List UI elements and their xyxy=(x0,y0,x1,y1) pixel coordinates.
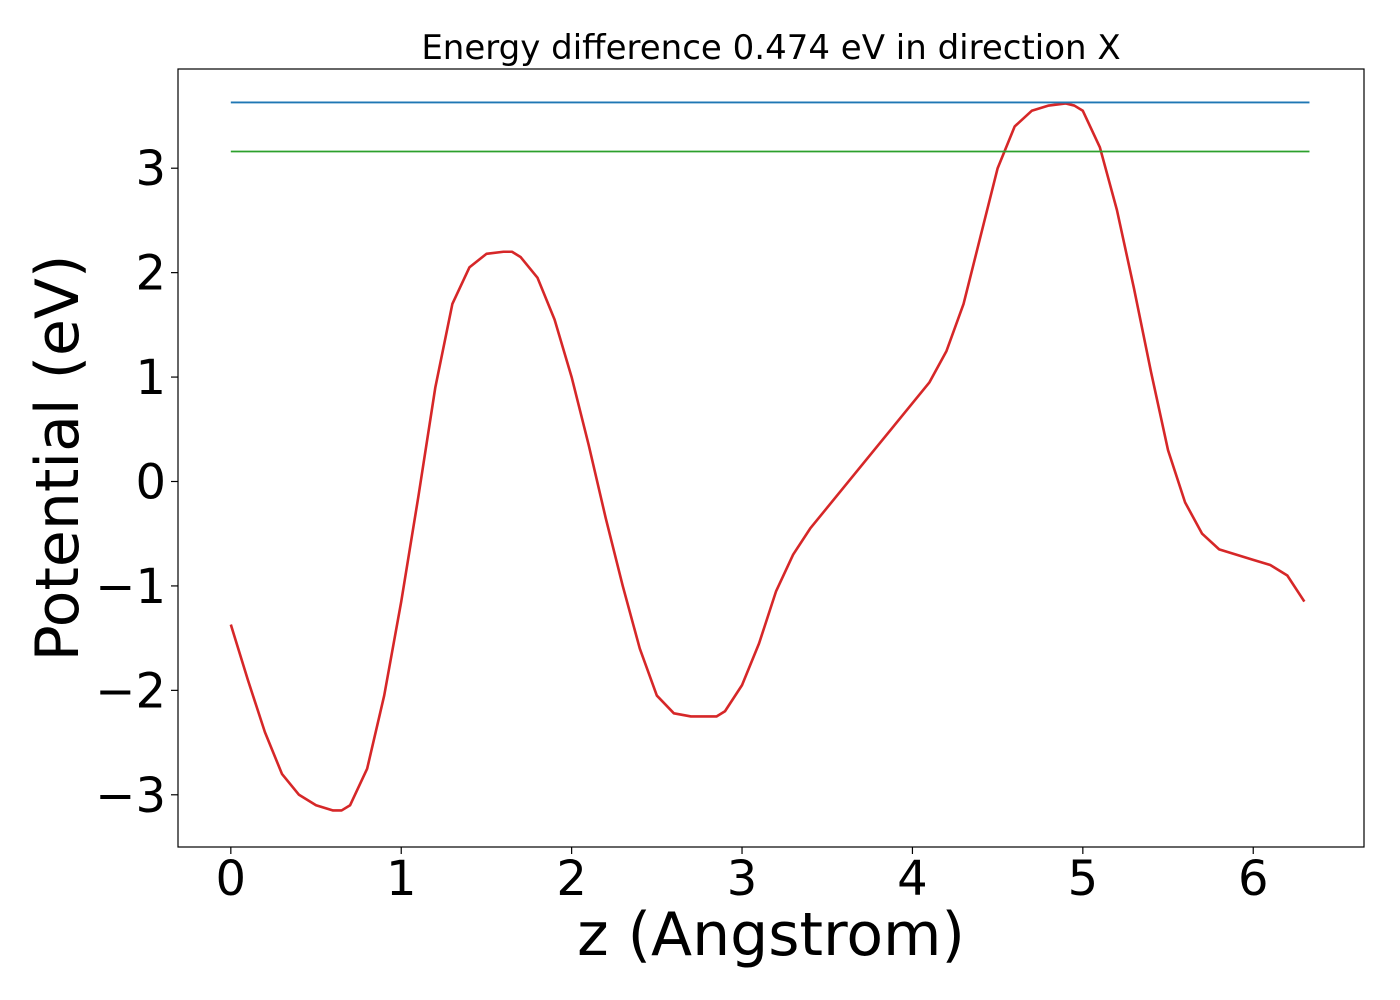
x-axis-label: z (Angstrom) xyxy=(577,900,965,970)
x-tick-label: 6 xyxy=(1238,851,1269,907)
series-layer xyxy=(229,101,1310,812)
chart-title: Energy difference 0.474 eV in direction … xyxy=(421,28,1120,68)
y-axis-label: Potential (eV) xyxy=(23,255,93,662)
x-axis-ticks: 0 1 2 3 4 5 6 xyxy=(216,847,1269,907)
y-tick-label: −2 xyxy=(95,663,166,719)
x-tick-label: 5 xyxy=(1068,851,1099,907)
y-tick-label: 1 xyxy=(135,350,166,406)
x-tick-label: 0 xyxy=(216,851,247,907)
x-tick-label: 3 xyxy=(727,851,758,907)
plot-area-frame xyxy=(177,68,1365,848)
y-tick-label: −1 xyxy=(95,559,166,615)
x-tick-label: 1 xyxy=(386,851,417,907)
series-line-0 xyxy=(229,102,1306,812)
x-tick-label: 4 xyxy=(897,851,928,907)
x-tick-label: 2 xyxy=(556,851,587,907)
y-axis-ticks: −3 −2 −1 0 1 2 3 xyxy=(95,141,178,824)
y-tick-label: −3 xyxy=(95,768,166,824)
y-tick-label: 0 xyxy=(135,454,166,510)
y-tick-label: 2 xyxy=(135,246,166,302)
y-tick-label: 3 xyxy=(135,141,166,197)
